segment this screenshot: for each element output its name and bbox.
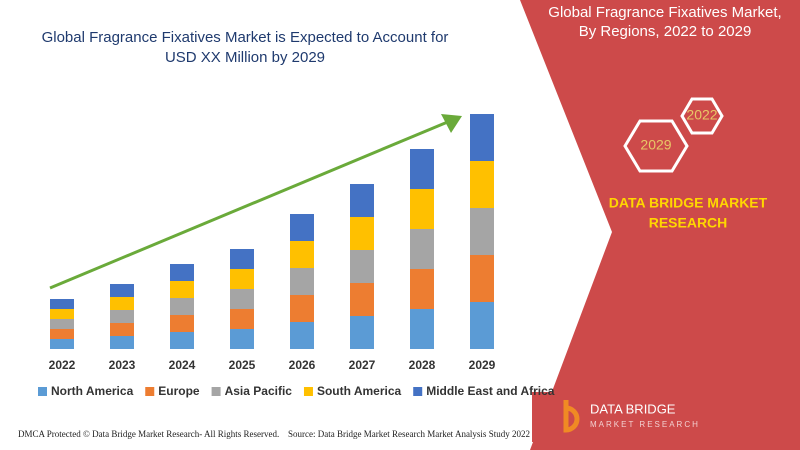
legend-swatch: [211, 387, 221, 396]
legend-label: Europe: [158, 384, 200, 398]
bar-segment: [350, 250, 374, 283]
bar-segment: [170, 315, 194, 332]
logo-icon: [563, 400, 580, 433]
bar-segment: [230, 329, 254, 349]
bar-segment: [410, 149, 434, 189]
panel-title: By Regions, 2022 to 2029: [579, 23, 752, 40]
legend-swatch: [303, 387, 313, 396]
hexagon: [680, 97, 724, 135]
bar-segment: [470, 208, 494, 255]
panel-title: Global Fragrance Fixatives Market,: [548, 4, 781, 21]
bar-segment: [170, 281, 194, 298]
bar-segment: [50, 319, 74, 329]
bar-segment: [470, 302, 494, 349]
bar-segment: [410, 229, 434, 269]
bar-segment: [350, 217, 374, 250]
legend-label: Middle East and Africa: [426, 384, 555, 398]
bar-segment: [110, 323, 134, 336]
bar-segment: [410, 189, 434, 229]
x-tick-label: 2023: [109, 358, 136, 372]
bar-segment: [290, 322, 314, 349]
bar-segment: [410, 309, 434, 349]
bar-segment: [170, 332, 194, 349]
x-tick-label: 2024: [169, 358, 196, 372]
logo-tagline: MARKET RESEARCH: [590, 420, 700, 429]
bar-segment: [170, 264, 194, 281]
bar-segment: [230, 289, 254, 309]
bar-segment: [230, 309, 254, 329]
chart-title: Global Fragrance Fixatives Market is Exp…: [42, 29, 449, 46]
bar-segment: [110, 336, 134, 349]
bar-segment: [410, 269, 434, 309]
bar-segment: [110, 310, 134, 323]
bar-segment: [350, 283, 374, 316]
bar-segment: [290, 241, 314, 268]
bar-segment: [110, 297, 134, 310]
x-tick-label: 2027: [349, 358, 376, 372]
legend-label: Asia Pacific: [225, 384, 293, 398]
bar-segment: [50, 309, 74, 319]
legend-swatch: [38, 387, 47, 396]
bar-segment: [290, 295, 314, 322]
logo-name: DATA BRIDGE: [590, 401, 676, 416]
x-tick-label: 2026: [289, 358, 316, 372]
brand-text: DATA BRIDGE MARKET: [609, 195, 768, 211]
legend-swatch: [145, 387, 155, 396]
bar-segment: [230, 249, 254, 269]
bar-segment: [470, 114, 494, 161]
trend-arrowhead: [441, 114, 462, 133]
logo-bg: [532, 392, 800, 442]
trend-arrow: [49, 119, 451, 290]
bar-segment: [290, 268, 314, 295]
brand-text: RESEARCH: [649, 215, 728, 231]
side-panel: [520, 0, 800, 450]
footer-left: DMCA Protected © Data Bridge Market Rese…: [18, 429, 279, 439]
footer-right: Source: Data Bridge Market Research Mark…: [288, 429, 530, 439]
bar-segment: [170, 298, 194, 315]
hexagon-label: 2029: [640, 137, 671, 153]
bar-segment: [50, 329, 74, 339]
hexagon-label: 2022: [686, 107, 717, 123]
legend-swatch: [413, 387, 423, 396]
legend-label: North America: [51, 384, 134, 398]
legend-label: South America: [317, 384, 402, 398]
x-tick-label: 2029: [469, 358, 496, 372]
bar-segment: [290, 214, 314, 241]
hexagon: [623, 119, 689, 173]
x-tick-label: 2025: [229, 358, 256, 372]
bar-segment: [50, 299, 74, 309]
chart-title: USD XX Million by 2029: [165, 49, 325, 66]
bar-segment: [110, 284, 134, 297]
bar-segment: [350, 316, 374, 349]
bar-segment: [50, 339, 74, 349]
bar-segment: [470, 161, 494, 208]
bar-segment: [350, 184, 374, 217]
x-tick-label: 2028: [409, 358, 436, 372]
x-tick-label: 2022: [49, 358, 76, 372]
bar-segment: [230, 269, 254, 289]
bar-segment: [470, 255, 494, 302]
